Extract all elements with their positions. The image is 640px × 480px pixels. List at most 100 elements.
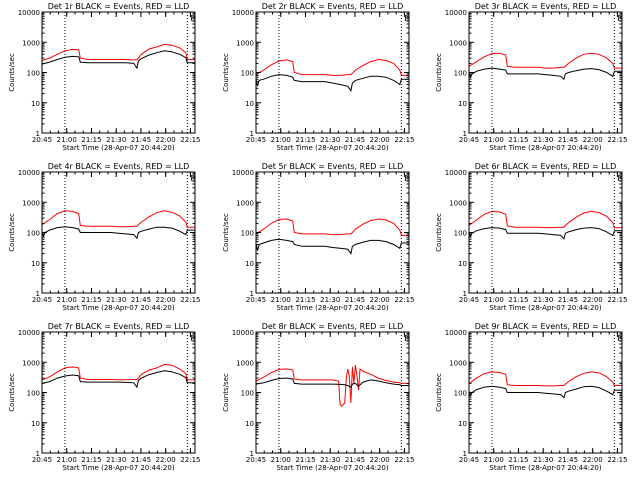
x-axis-label: Start Time (28-Apr-07 20:44:20) bbox=[62, 144, 174, 152]
y-tick-label: 10 bbox=[458, 420, 467, 428]
panel-det-7r: Det 7r BLACK = Events, RED = LLDE1101001… bbox=[8, 322, 201, 472]
y-tick-label: 1000 bbox=[236, 39, 254, 47]
y-tick-label: 10 bbox=[31, 260, 40, 268]
y-axis-label: Counts/sec bbox=[435, 53, 443, 92]
y-tick-label: 100 bbox=[454, 390, 467, 398]
x-tick-label: 21:15 bbox=[295, 296, 315, 304]
x-tick-label: 22:15 bbox=[394, 456, 414, 464]
x-tick-label: 22:00 bbox=[583, 296, 603, 304]
x-tick-label: 21:45 bbox=[345, 456, 365, 464]
x-tick-label: 20:45 bbox=[459, 296, 479, 304]
x-tick-label: 22:00 bbox=[583, 136, 603, 144]
x-tick-label: 21:30 bbox=[320, 296, 340, 304]
x-axis-label: Start Time (28-Apr-07 20:44:20) bbox=[62, 464, 174, 472]
y-tick-label: 1000 bbox=[22, 199, 40, 207]
y-tick-label: 100 bbox=[241, 390, 254, 398]
x-tick-label: 21:00 bbox=[271, 456, 291, 464]
y-tick-label: 10 bbox=[458, 260, 467, 268]
y-axis-label: Counts/sec bbox=[435, 373, 443, 412]
x-tick-label: 22:15 bbox=[607, 296, 627, 304]
series-line-lld bbox=[469, 371, 622, 387]
x-tick-label: 21:15 bbox=[295, 136, 315, 144]
y-axis-label: Counts/sec bbox=[435, 213, 443, 252]
x-axis-label: Start Time (28-Apr-07 20:44:20) bbox=[489, 144, 601, 152]
panel-det-9r: Det 9r BLACK = Events, RED = LLDE1101001… bbox=[435, 322, 628, 472]
x-tick-label: 22:00 bbox=[156, 136, 176, 144]
y-tick-label: 1 bbox=[36, 450, 40, 458]
y-tick-label: 100 bbox=[241, 70, 254, 78]
x-tick-label: 21:45 bbox=[131, 456, 151, 464]
y-tick-label: 10000 bbox=[232, 9, 254, 17]
y-tick-label: 100 bbox=[27, 70, 40, 78]
series-line-lld bbox=[42, 43, 195, 61]
y-tick-label: 10000 bbox=[445, 169, 467, 177]
y-tick-label: 1 bbox=[250, 290, 254, 298]
x-axis-label: Start Time (28-Apr-07 20:44:20) bbox=[276, 464, 388, 472]
x-tick-label: 22:15 bbox=[607, 136, 627, 144]
y-tick-label: 1 bbox=[463, 130, 467, 138]
y-tick-label: 1000 bbox=[236, 199, 254, 207]
series-line-lld bbox=[256, 58, 409, 76]
panel-det-3r: Det 3r BLACK = Events, RED = LLDE1101001… bbox=[435, 2, 628, 152]
x-tick-label: 21:00 bbox=[484, 136, 504, 144]
x-tick-label: 21:45 bbox=[131, 296, 151, 304]
series-line-events bbox=[469, 227, 622, 240]
y-tick-label: 100 bbox=[454, 70, 467, 78]
y-axis-label: Counts/sec bbox=[222, 53, 230, 92]
panel-title: Det 8r BLACK = Events, RED = LLD bbox=[262, 322, 404, 331]
series-line-events bbox=[469, 67, 622, 81]
x-axis-label: Start Time (28-Apr-07 20:44:20) bbox=[276, 144, 388, 152]
series-line-events bbox=[42, 370, 195, 389]
x-tick-label: 20:45 bbox=[459, 136, 479, 144]
x-tick-label: 20:45 bbox=[246, 136, 266, 144]
y-tick-label: 100 bbox=[454, 230, 467, 238]
panel-title: Det 1r BLACK = Events, RED = LLD bbox=[48, 2, 190, 11]
x-tick-label: 21:00 bbox=[57, 456, 77, 464]
panel-det-2r: Det 2r BLACK = Events, RED = LLDE1101001… bbox=[222, 2, 415, 152]
series-line-events bbox=[256, 377, 409, 388]
x-tick-label: 20:45 bbox=[459, 456, 479, 464]
panel-det-8r: Det 8r BLACK = Events, RED = LLDE1101001… bbox=[222, 322, 415, 472]
series-line-events bbox=[42, 226, 195, 240]
y-tick-label: 100 bbox=[241, 230, 254, 238]
panel-det-4r: Det 4r BLACK = Events, RED = LLDE1101001… bbox=[8, 162, 201, 312]
x-tick-label: 22:00 bbox=[370, 296, 390, 304]
x-tick-label: 22:00 bbox=[370, 456, 390, 464]
x-tick-label: 21:15 bbox=[81, 456, 101, 464]
y-tick-label: 10 bbox=[245, 260, 254, 268]
series-line-events bbox=[256, 238, 409, 255]
x-tick-label: 21:15 bbox=[81, 296, 101, 304]
x-tick-label: 21:45 bbox=[558, 296, 578, 304]
x-tick-label: 21:45 bbox=[131, 136, 151, 144]
y-tick-label: 10000 bbox=[445, 329, 467, 337]
x-tick-label: 21:00 bbox=[271, 296, 291, 304]
x-tick-label: 22:00 bbox=[156, 456, 176, 464]
y-tick-label: 1000 bbox=[449, 199, 467, 207]
x-tick-label: 21:15 bbox=[508, 136, 528, 144]
series-line-events bbox=[42, 50, 195, 70]
x-tick-label: 22:15 bbox=[180, 296, 200, 304]
series-line-lld bbox=[256, 218, 409, 236]
x-tick-label: 21:00 bbox=[484, 456, 504, 464]
x-tick-label: 20:45 bbox=[32, 296, 52, 304]
y-tick-label: 10000 bbox=[18, 9, 40, 17]
x-tick-label: 21:30 bbox=[320, 136, 340, 144]
x-tick-label: 21:45 bbox=[558, 456, 578, 464]
series-line-events bbox=[256, 74, 409, 92]
x-tick-label: 21:00 bbox=[57, 136, 77, 144]
x-tick-label: 21:30 bbox=[533, 136, 553, 144]
y-tick-label: 1 bbox=[36, 290, 40, 298]
x-tick-label: 21:15 bbox=[81, 136, 101, 144]
x-axis-label: Start Time (28-Apr-07 20:44:20) bbox=[276, 304, 388, 312]
panel-title: Det 9r BLACK = Events, RED = LLD bbox=[475, 322, 617, 331]
y-tick-label: 10000 bbox=[232, 169, 254, 177]
y-tick-label: 10000 bbox=[18, 169, 40, 177]
series-line-lld bbox=[469, 52, 622, 69]
y-tick-label: 1000 bbox=[22, 359, 40, 367]
x-tick-label: 21:30 bbox=[106, 296, 126, 304]
x-axis-label: Start Time (28-Apr-07 20:44:20) bbox=[62, 304, 174, 312]
series-line-lld bbox=[42, 210, 195, 228]
x-tick-label: 22:15 bbox=[180, 136, 200, 144]
x-tick-label: 21:30 bbox=[106, 136, 126, 144]
